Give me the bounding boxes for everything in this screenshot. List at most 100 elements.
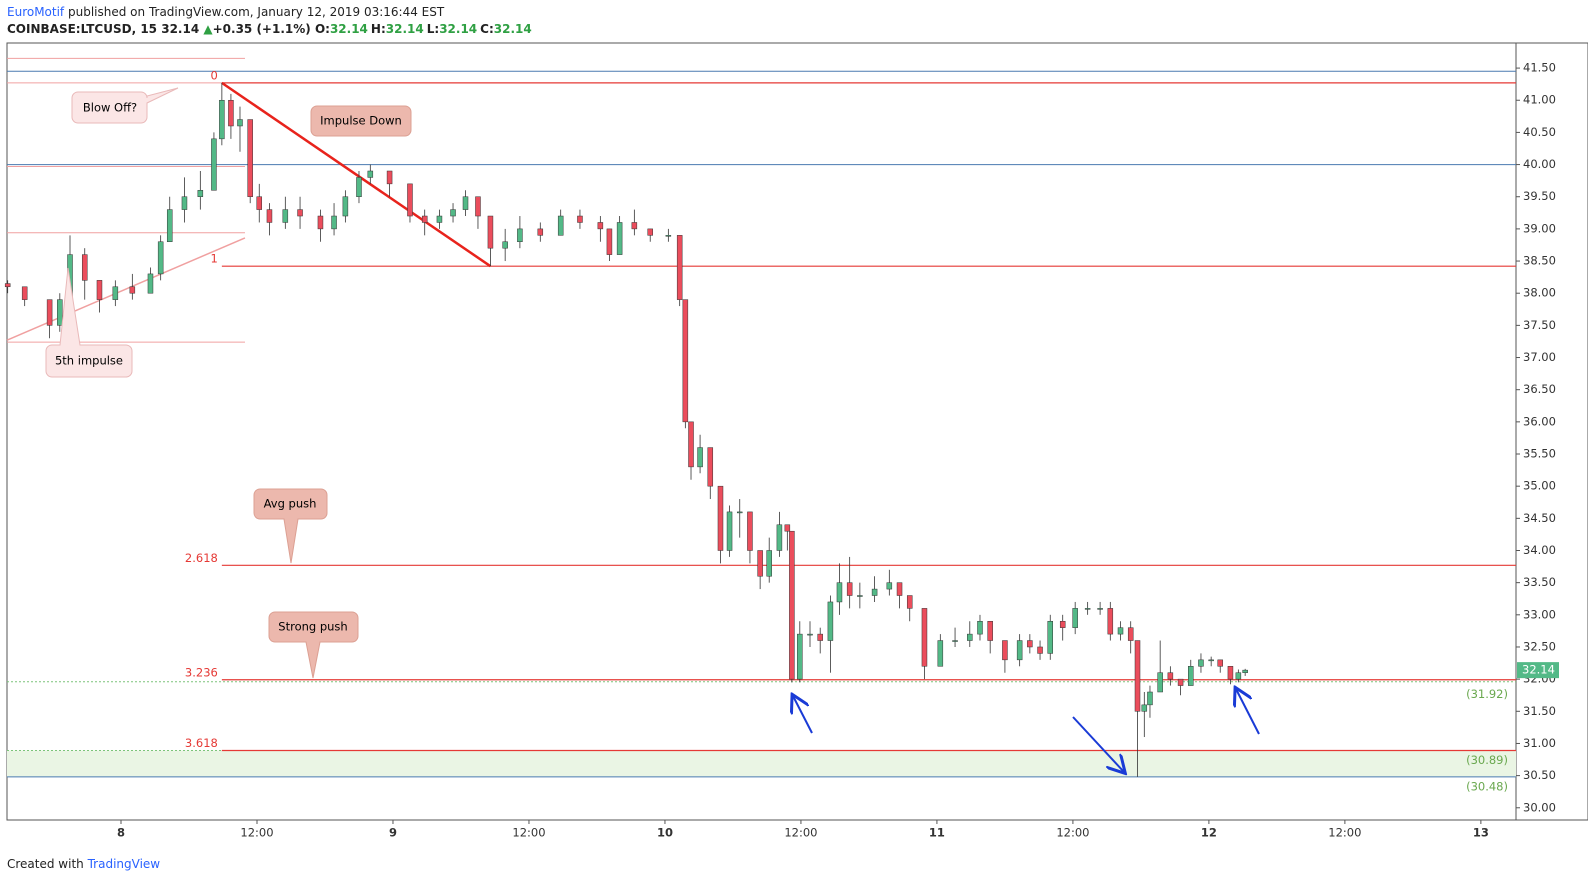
candle-body bbox=[967, 633, 973, 641]
candle-body bbox=[487, 215, 494, 249]
candle-body bbox=[1242, 669, 1248, 673]
y-tick-label: 31.50 bbox=[1523, 704, 1556, 718]
candle-body bbox=[717, 485, 724, 551]
x-tick-label: 12:00 bbox=[784, 826, 817, 840]
candle-body bbox=[211, 138, 217, 191]
candle-body bbox=[166, 209, 173, 243]
candle-body bbox=[21, 286, 28, 300]
symbol: COINBASE:LTCUSD, 15 bbox=[7, 22, 158, 36]
candle-body bbox=[906, 595, 913, 609]
y-tick-label: 35.00 bbox=[1523, 479, 1556, 493]
candle-body bbox=[356, 177, 362, 197]
ohlc-value: 32.14 bbox=[493, 22, 532, 36]
candle-body bbox=[557, 215, 564, 236]
candle-body bbox=[407, 183, 413, 217]
candle-body bbox=[147, 273, 154, 294]
candle-body bbox=[757, 550, 763, 577]
candle-body bbox=[817, 633, 823, 641]
arrow bbox=[793, 696, 813, 734]
candle-body bbox=[1084, 608, 1091, 610]
candle-body bbox=[46, 299, 53, 326]
callout-text: Strong push bbox=[278, 620, 347, 634]
fib-label: 0 bbox=[211, 68, 218, 82]
candle-body bbox=[317, 215, 324, 230]
candle-body bbox=[896, 582, 903, 596]
up-icon: ▲ bbox=[203, 22, 213, 36]
candle-body bbox=[937, 640, 944, 667]
ohlc-key: H: bbox=[370, 22, 386, 36]
candle-body bbox=[266, 209, 273, 223]
y-tick-label: 31.00 bbox=[1523, 736, 1556, 750]
ohlc-value: 32.14 bbox=[439, 22, 478, 36]
candle-body bbox=[57, 299, 63, 326]
ohlc-value: 32.14 bbox=[385, 22, 424, 36]
y-tick-label: 34.00 bbox=[1523, 543, 1556, 557]
candle-body bbox=[1208, 659, 1214, 662]
candle-body bbox=[331, 215, 337, 230]
x-tick-label: 12:00 bbox=[240, 826, 273, 840]
candle-body bbox=[421, 215, 428, 223]
candle-body bbox=[836, 582, 843, 603]
x-tick-label: 11 bbox=[929, 826, 945, 840]
candle-body bbox=[1235, 672, 1242, 680]
y-tick-label: 33.50 bbox=[1523, 575, 1556, 589]
callout bbox=[45, 267, 133, 378]
candle-body bbox=[616, 222, 623, 255]
candle-body bbox=[475, 196, 481, 217]
candle-body bbox=[237, 119, 243, 127]
candle-body bbox=[1134, 640, 1141, 712]
candle-body bbox=[1117, 627, 1124, 635]
candle-body bbox=[1188, 666, 1194, 686]
y-tick-label: 34.50 bbox=[1523, 511, 1556, 525]
last-price-label: 32.14 bbox=[1522, 663, 1555, 677]
y-tick-label: 41.50 bbox=[1523, 61, 1556, 75]
candle-body bbox=[606, 228, 613, 255]
price-label: (30.48) bbox=[1466, 779, 1508, 793]
price-label: (30.89) bbox=[1466, 753, 1508, 767]
candle-body bbox=[766, 550, 772, 577]
candle-body bbox=[386, 170, 393, 185]
x-tick-label: 12 bbox=[1201, 826, 1217, 840]
author[interactable]: EuroMotif bbox=[7, 5, 65, 19]
candle-body bbox=[827, 601, 834, 641]
candle-body bbox=[81, 254, 88, 281]
candle-body bbox=[537, 228, 544, 236]
candle-body bbox=[886, 582, 893, 590]
arrows bbox=[793, 689, 1260, 772]
candle-body bbox=[4, 283, 11, 288]
candle-body bbox=[987, 620, 993, 641]
candle-body bbox=[688, 421, 694, 468]
x-tick-label: 8 bbox=[117, 826, 125, 840]
trend-line bbox=[221, 81, 492, 268]
candle-body bbox=[1147, 691, 1153, 706]
candle-body bbox=[797, 633, 803, 680]
candle-body bbox=[747, 511, 753, 551]
y-tick-label: 40.00 bbox=[1523, 157, 1556, 171]
symbol-line: COINBASE:LTCUSD, 15 32.14 ▲+0.35 (+1.1%)… bbox=[7, 22, 535, 36]
candle-body bbox=[665, 235, 672, 237]
brand[interactable]: TradingView bbox=[87, 857, 161, 871]
y-tick-label: 39.00 bbox=[1523, 221, 1556, 235]
ohlc-key: O: bbox=[314, 22, 330, 36]
y-tick-label: 38.50 bbox=[1523, 254, 1556, 268]
y-tick-label: 41.00 bbox=[1523, 93, 1556, 107]
candle-body bbox=[181, 196, 188, 210]
candle-body bbox=[1177, 678, 1184, 686]
candle-body bbox=[1227, 666, 1234, 680]
callout bbox=[71, 87, 179, 124]
candle-body bbox=[342, 196, 349, 217]
candle-body bbox=[228, 99, 234, 127]
candle-body bbox=[726, 511, 733, 551]
arrow bbox=[1072, 716, 1124, 772]
candle-body bbox=[697, 447, 703, 468]
published: published on TradingView.com, January 12… bbox=[68, 5, 445, 19]
candle-body bbox=[784, 524, 791, 532]
y-tick-label: 30.00 bbox=[1523, 800, 1556, 814]
y-tick-label: 35.50 bbox=[1523, 447, 1556, 461]
y-tick-label: 37.00 bbox=[1523, 350, 1556, 364]
candle-body bbox=[1037, 646, 1043, 654]
candle-body bbox=[597, 222, 604, 230]
y-tick-label: 40.50 bbox=[1523, 125, 1556, 139]
last-price-tag bbox=[1517, 662, 1559, 679]
y-tick-label: 32.50 bbox=[1523, 639, 1556, 653]
